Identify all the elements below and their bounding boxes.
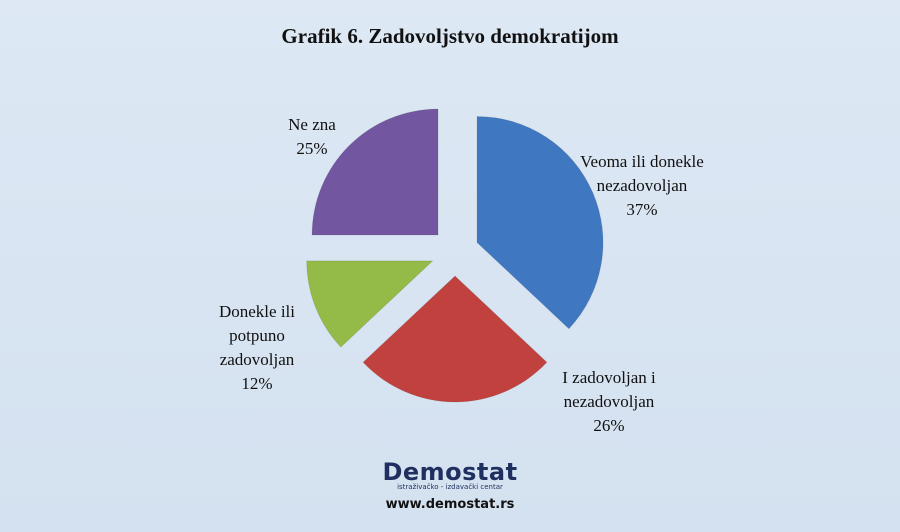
slice-label: Veoma ili donekle nezadovoljan 37% bbox=[572, 150, 712, 222]
pie-slice bbox=[362, 275, 548, 403]
logo-tagline: istraživačko - izdavački centar bbox=[397, 483, 503, 491]
slice-label: I zadovoljan i nezadovoljan 26% bbox=[548, 366, 670, 438]
value-label: 12% bbox=[241, 374, 273, 393]
category-label: Veoma ili donekle nezadovoljan bbox=[580, 152, 704, 195]
slice-label: Ne zna 25% bbox=[272, 113, 352, 161]
category-label: Donekle ili potpuno zadovoljan bbox=[218, 302, 295, 369]
logo: Demostat istraživačko - izdavački centar… bbox=[350, 458, 550, 512]
logo-url: www.demostat.rs bbox=[385, 497, 515, 512]
category-label: Ne zna bbox=[288, 115, 336, 134]
slice-label: Donekle ili potpuno zadovoljan 12% bbox=[208, 300, 306, 396]
pie-slice bbox=[306, 260, 434, 348]
pie-slice bbox=[476, 115, 604, 330]
value-label: 25% bbox=[296, 139, 328, 158]
logo-name: Demostat bbox=[382, 458, 518, 486]
value-label: 26% bbox=[593, 416, 625, 435]
category-label: I zadovoljan i nezadovoljan bbox=[562, 368, 656, 411]
value-label: 37% bbox=[626, 200, 658, 219]
chart-title: Grafik 6. Zadovoljstvo demokratijom bbox=[281, 24, 619, 48]
pie-slice bbox=[311, 108, 439, 236]
